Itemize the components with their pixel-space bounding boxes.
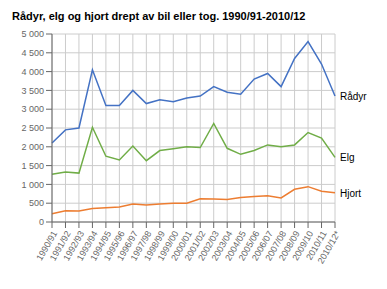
svg-text:1 000: 1 000 [21,180,44,190]
svg-text:1991/92: 1991/92 [47,229,73,263]
svg-text:3 000: 3 000 [21,104,44,114]
svg-text:2002/03: 2002/03 [196,229,221,263]
svg-text:1998/99: 1998/99 [142,229,168,263]
svg-text:2004/05: 2004/05 [223,229,248,263]
svg-text:1999/00: 1999/00 [155,229,181,263]
svg-text:2 000: 2 000 [21,142,44,152]
svg-text:4 000: 4 000 [21,67,44,77]
svg-text:1997/98: 1997/98 [128,229,154,263]
html-text:Rådyr, elg og hjort drept av b: Rådyr, elg og hjort drept av bil eller t… [12,10,306,22]
svg-text:2003/04: 2003/04 [209,229,235,263]
svg-text:2000/01: 2000/01 [169,229,194,263]
svg-text:1996/97: 1996/97 [115,229,141,263]
svg-text:500: 500 [29,198,44,208]
svg-text:1992/93: 1992/93 [61,229,87,263]
svg-text:1994/95: 1994/95 [88,229,114,263]
svg-text:1993/94: 1993/94 [74,229,100,263]
svg-text:2010/11: 2010/11 [304,229,329,262]
svg-text:2007/08: 2007/08 [263,229,289,263]
svg-text:0: 0 [39,217,44,227]
svg-text:Hjort: Hjort [340,188,361,199]
svg-text:3 500: 3 500 [21,86,44,96]
svg-text:2008/09: 2008/09 [276,229,302,263]
svg-text:Rådyr: Rådyr [340,91,367,102]
svg-text:2009/10: 2009/10 [290,229,316,263]
svg-text:2010/12*: 2010/12* [316,229,343,266]
svg-text:4 500: 4 500 [21,48,44,58]
svg-text:2005/06: 2005/06 [236,229,262,263]
svg-text:1 500: 1 500 [21,161,44,171]
svg-text:Elg: Elg [340,152,354,163]
svg-text:2006/07: 2006/07 [250,229,275,263]
svg-text:1995/96: 1995/96 [101,229,127,263]
svg-text:1990/91: 1990/91 [34,229,60,263]
svg-text:2001/02: 2001/02 [182,229,208,263]
svg-text:2 500: 2 500 [21,123,44,133]
svg-text:5 000: 5 000 [21,29,44,39]
